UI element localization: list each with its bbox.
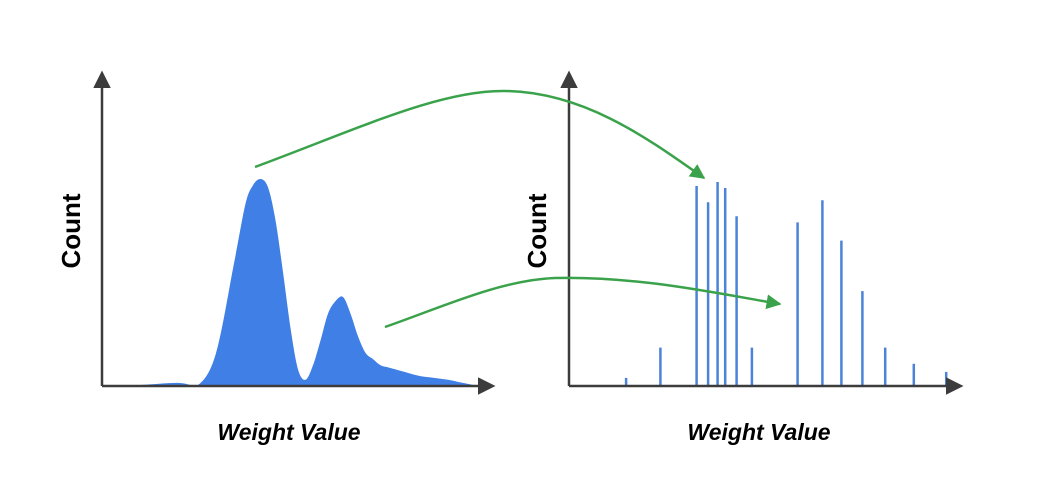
- mapping-arrow-low-peak: [384, 276, 782, 329]
- quantized-bars: [624, 182, 948, 386]
- left-y-axis-label: Count: [56, 193, 86, 268]
- left-panel: Count Weight Value: [56, 70, 496, 445]
- right-y-axis-label: Count: [522, 193, 552, 268]
- continuous-distribution-area: [103, 178, 478, 386]
- right-x-axis-label: Weight Value: [687, 419, 830, 445]
- right-panel: Count Weight Value: [522, 70, 964, 445]
- left-x-axis-label: Weight Value: [217, 419, 360, 445]
- mapping-arrow-high-peak: [254, 89, 706, 180]
